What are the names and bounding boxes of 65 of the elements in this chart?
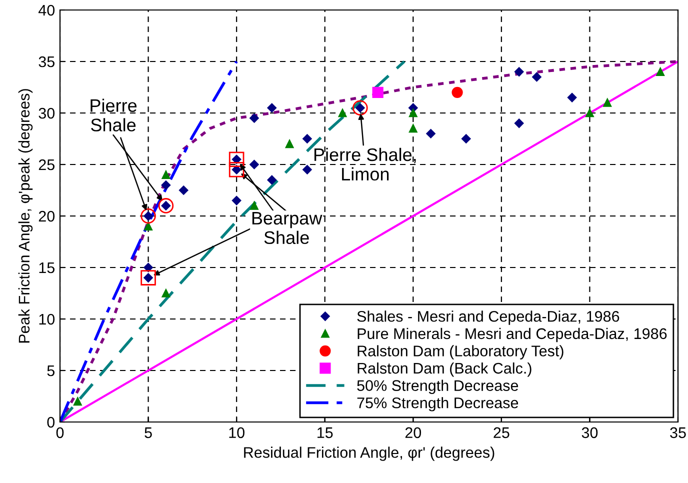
point xyxy=(408,108,418,118)
point xyxy=(144,222,152,230)
point xyxy=(285,140,294,148)
point xyxy=(232,196,242,206)
point xyxy=(452,86,463,98)
x-tick-label: 25 xyxy=(494,427,510,438)
point xyxy=(656,68,665,76)
legend-label: Ralston Dam (Laboratory Test) xyxy=(358,345,564,360)
legend-label: Shales - Mesri and Cepeda-Diaz, 1986 xyxy=(357,310,620,325)
y-tick-label: 0 xyxy=(47,416,55,428)
y-tick-label: 5 xyxy=(47,366,54,376)
line-series xyxy=(60,60,238,422)
x-tick-label: 15 xyxy=(318,427,333,438)
point xyxy=(372,86,384,98)
point xyxy=(161,180,171,190)
point xyxy=(514,67,524,76)
x-tick-label: 30 xyxy=(582,427,598,438)
point xyxy=(73,397,82,406)
point xyxy=(302,134,312,144)
point xyxy=(228,162,244,178)
x-tick-label: 35 xyxy=(670,427,686,438)
point xyxy=(514,118,524,128)
legend-label: Pure Minerals - Mesri and Cepeda-Diaz, 1986 xyxy=(358,328,667,342)
point xyxy=(567,92,577,102)
legend-label: 50% Strength Decrease xyxy=(357,380,518,394)
y-tick-label: 35 xyxy=(38,56,54,68)
point xyxy=(532,72,542,82)
y-tick-label: 30 xyxy=(38,108,55,119)
point xyxy=(250,114,259,123)
y-tick-label: 20 xyxy=(38,210,55,222)
y-tick-label: 40 xyxy=(38,4,55,16)
point xyxy=(162,289,170,298)
x-tick-label: 20 xyxy=(405,427,422,438)
point xyxy=(586,108,594,118)
y-tick-label: 10 xyxy=(39,314,55,325)
point xyxy=(140,270,156,286)
x-tick-label: 0 xyxy=(56,427,64,438)
point xyxy=(426,128,436,138)
point xyxy=(158,198,174,214)
point xyxy=(267,175,277,185)
point xyxy=(461,134,471,144)
point xyxy=(267,103,277,112)
y-tick-label: 15 xyxy=(39,262,54,274)
point xyxy=(228,152,244,167)
x-axis-title: Residual Friction Angle, φr' (degrees) xyxy=(244,446,494,461)
annotation: Pierre Shale xyxy=(90,98,137,132)
point xyxy=(250,160,259,170)
point xyxy=(302,165,312,174)
point xyxy=(408,124,418,133)
annotation: Pierre Shale, Limon xyxy=(314,148,416,181)
y-tick-label: 25 xyxy=(38,159,54,170)
x-tick-label: 5 xyxy=(144,427,152,438)
y-axis-title: Peak Friction Angle, φ'peak (degrees) xyxy=(18,89,33,343)
point xyxy=(250,202,258,210)
point xyxy=(140,208,156,224)
legend-label: Ralston Dam (Back Calc.) xyxy=(358,362,532,377)
point xyxy=(352,100,368,116)
point xyxy=(144,262,153,272)
point xyxy=(178,186,188,195)
point xyxy=(603,98,612,107)
annotation: Bearpaw Shale xyxy=(252,212,322,244)
point xyxy=(162,170,170,179)
legend-label: 75% Strength Decrease xyxy=(357,397,518,412)
x-tick-label: 10 xyxy=(229,427,244,438)
point xyxy=(338,108,347,118)
